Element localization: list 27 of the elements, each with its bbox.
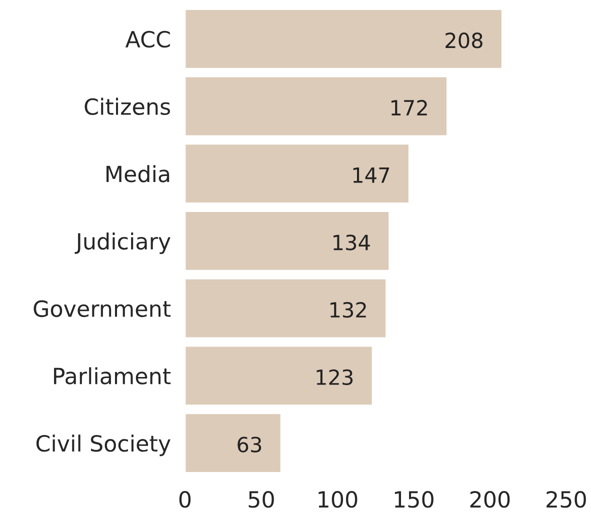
data-label: 132: [330, 302, 366, 318]
bar: [184, 76, 448, 137]
data-label: 208: [446, 32, 482, 48]
data-label: 123: [316, 369, 353, 386]
y-tick-label: Parliament: [54, 367, 171, 384]
x-tick-label: 0: [179, 490, 191, 508]
data-label: 172: [391, 100, 427, 116]
bar: [184, 143, 410, 204]
y-tick-label: ACC: [125, 30, 170, 48]
bar: [184, 345, 374, 406]
x-tick-label: 250: [546, 490, 586, 508]
data-label: 134: [334, 234, 370, 250]
x-tick-label: 150: [394, 490, 434, 508]
y-tick-label: Government: [34, 300, 171, 318]
bar: [184, 412, 282, 474]
x-tick-label: 100: [318, 490, 358, 508]
x-tick-label: 200: [470, 490, 510, 508]
y-tick-label: Media: [106, 165, 170, 182]
y-tick-label: Civil Society: [36, 434, 170, 456]
y-tick-label: Citizens: [84, 98, 170, 116]
x-tick-label: 50: [248, 490, 274, 508]
data-label: 147: [353, 168, 390, 183]
y-tick-label: Judiciary: [74, 232, 170, 254]
data-label: 63: [238, 436, 262, 452]
bar: [184, 278, 387, 339]
bar: [184, 8, 503, 70]
bar: [184, 210, 390, 272]
